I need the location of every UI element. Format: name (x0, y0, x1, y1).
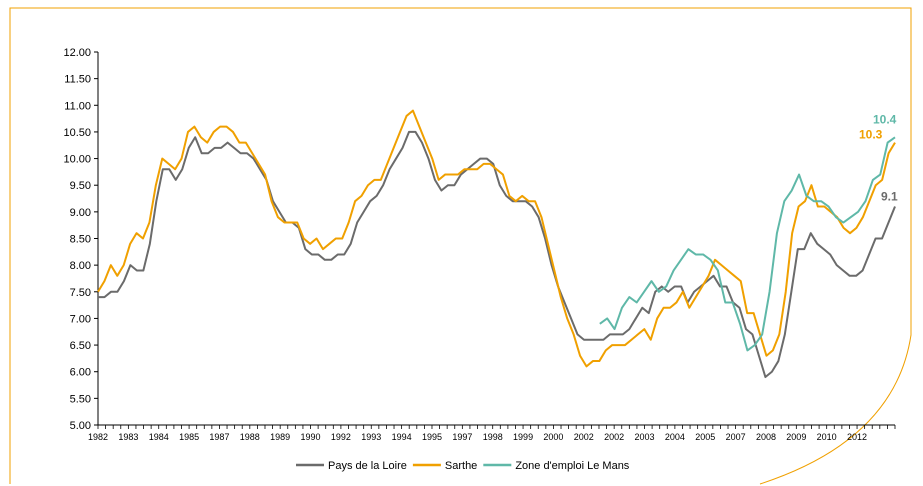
frame-border (9, 7, 912, 485)
x-tick-label: 1993 (361, 432, 381, 442)
x-tick-label: 1985 (179, 432, 199, 442)
x-tick-label: 2002 (604, 432, 624, 442)
x-tick-label: 1987 (209, 432, 229, 442)
x-tick-label: 1988 (240, 432, 260, 442)
y-tick-label: 9.00 (70, 207, 91, 219)
y-tick-label: 11.00 (64, 100, 91, 112)
y-tick-label: 12.00 (63, 47, 91, 59)
y-tick-label: 5.00 (70, 420, 91, 432)
series-line-sarthe (97, 109, 896, 368)
y-tick-label: 8.00 (70, 260, 91, 272)
series-end-label: 10.4 (873, 112, 897, 126)
y-tick-label: 9.50 (70, 180, 91, 192)
y-tick-label: 8.50 (70, 234, 91, 246)
chart-legend: Pays de la Loire Sarthe Zone d'emploi Le M… (296, 460, 630, 472)
x-tick-label: 1995 (422, 432, 442, 442)
x-tick-label: 2010 (817, 432, 837, 442)
x-tick-label: 1983 (118, 432, 138, 442)
x-tick-label: 1989 (270, 432, 290, 442)
y-tick-label: 7.50 (70, 287, 91, 299)
y-axis: 5.00 5.50 6.00 6.50 7.00 7.50 8.00 8.50 9.00 9.50… (63, 47, 99, 432)
x-axis: 1982 1983 1984 1985 1987 1988 1989 1990 1992 1993… (88, 424, 896, 442)
legend-label: Pays de la Loire (328, 460, 407, 472)
y-tick-label: 6.00 (70, 367, 91, 379)
x-tick-label: 1984 (149, 432, 169, 442)
y-tick-label: 5.50 (70, 393, 91, 405)
series-layer (97, 109, 896, 379)
series-end-label: 9.1 (881, 190, 898, 204)
y-tick-label: 7.00 (70, 313, 91, 325)
x-tick-label: 2004 (665, 432, 685, 442)
x-tick-label: 1999 (513, 432, 533, 442)
y-tick-label: 10.50 (63, 127, 91, 139)
legend-label: Sarthe (445, 460, 477, 472)
x-tick-label: 1982 (88, 432, 108, 442)
x-tick-label: 1997 (452, 432, 472, 442)
x-tick-label: 1990 (301, 432, 321, 442)
y-tick-label: 6.50 (70, 340, 91, 352)
series-line-zone-d-emploi-le-mans (599, 136, 896, 352)
x-tick-label: 1992 (331, 432, 351, 442)
x-tick-label: 2002 (574, 432, 594, 442)
x-tick-label: 2007 (726, 432, 746, 442)
x-tick-label: 2005 (695, 432, 715, 442)
x-tick-label: 2000 (543, 432, 563, 442)
y-tick-label: 10.00 (63, 154, 91, 166)
x-tick-label: 1998 (483, 432, 503, 442)
series-end-label: 10.3 (859, 128, 883, 142)
x-tick-label: 1994 (392, 432, 412, 442)
series-line-pays-de-la-loire (98, 130, 896, 379)
x-tick-label: 2012 (847, 432, 867, 442)
x-tick-label: 2003 (634, 432, 654, 442)
y-tick-label: 11.50 (64, 74, 91, 86)
x-tick-label: 2008 (756, 432, 776, 442)
x-tick-label: 2009 (786, 432, 806, 442)
end-labels: 9.1 10.3 10.4 (859, 112, 898, 203)
legend-label: Zone d'emploi Le Mans (515, 460, 629, 472)
